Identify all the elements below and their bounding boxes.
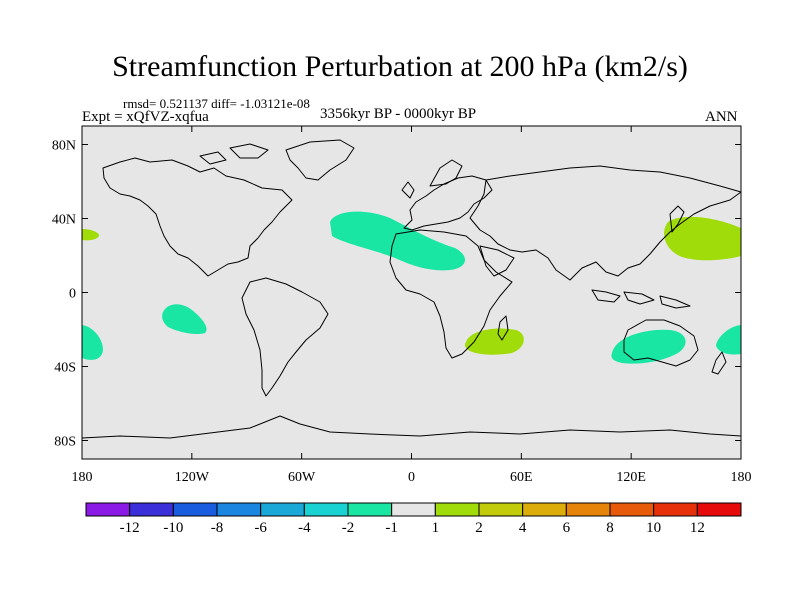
anomaly-east-of-japan (664, 216, 741, 261)
colorbar-level-label: -1 (385, 520, 398, 536)
lon-tick-label: 120E (616, 470, 646, 485)
rmsd-diff-stats: rmsd= 0.521137 diff= -1.03121e-08 (123, 96, 310, 111)
anomaly-madagascar (464, 328, 524, 355)
coastline-arctic-islands (199, 143, 269, 165)
colorbar-swatch (303, 502, 349, 517)
colorbar-swatch (85, 502, 131, 517)
coastline-japan (669, 205, 685, 233)
colorbar-level-label: 12 (690, 520, 705, 536)
colorbar-swatch (522, 502, 567, 517)
coastline-uk (401, 181, 415, 199)
coastline-asia (469, 165, 742, 281)
coastline-north-america (102, 157, 293, 277)
contour-regions (82, 211, 741, 364)
colorbar-level-label: -8 (211, 520, 224, 536)
colorbar-swatch (391, 502, 436, 517)
lat-tick-label: 80N (52, 139, 76, 154)
coastline-australia (623, 319, 699, 367)
experiment-label: Expt = xQfVZ-xqfua (82, 109, 209, 125)
lon-tick-label: 60E (510, 470, 533, 485)
colorbar-swatch (653, 502, 698, 517)
anomaly-north-atlantic-africa (330, 211, 466, 271)
lon-tick-label: 0 (408, 470, 415, 485)
colorbar-swatch (434, 502, 480, 517)
map-background (82, 126, 741, 459)
map-panel: 80N 40N 0 40S 80S 180 120W 60W 0 60E 120E 180 (52, 125, 752, 485)
colorbar-level-label: -6 (254, 520, 267, 536)
coastline-new-zealand (711, 351, 727, 375)
colorbar-level-label: 8 (606, 520, 614, 536)
colorbar-level-label: -2 (342, 520, 355, 536)
lon-tick-label: 180 (72, 470, 93, 485)
lon-tick-label: 120W (175, 470, 210, 485)
coastline-scandinavia (429, 159, 463, 187)
colorbar-swatch (696, 502, 742, 517)
colorbar-swatch (216, 502, 262, 517)
colorbar-swatch (478, 502, 524, 517)
colorbar-level-label: 4 (519, 520, 527, 536)
lat-tick-label: 40S (54, 361, 76, 376)
lat-tick-label: 40N (52, 213, 76, 228)
anomaly-australia (611, 329, 686, 364)
colorbar-level-label: -12 (120, 520, 140, 536)
page-title: Streamfunction Perturbation at 200 hPa (… (112, 50, 688, 83)
colorbar-swatch (129, 502, 174, 517)
colorbar-swatch (609, 502, 655, 517)
anomaly-southeast-pacific (82, 325, 103, 360)
coastline-south-america (241, 277, 329, 397)
season-label: ANN (705, 109, 738, 125)
lat-tick-label: 80S (54, 435, 76, 450)
period-label: 3356kyr BP - 0000kyr BP (320, 106, 477, 122)
anomaly-east-pacific-south (162, 304, 207, 335)
colorbar-level-label: 2 (475, 520, 483, 536)
coastlines (81, 139, 742, 439)
colorbar-swatch (172, 502, 218, 517)
coastline-africa (389, 229, 513, 359)
colorbar-level-label: 6 (563, 520, 571, 536)
coastline-greenland (285, 139, 355, 181)
lon-tick-label: 180 (731, 470, 752, 485)
anomaly-mid-pacific-north (82, 229, 100, 241)
coastline-antarctica (81, 415, 742, 439)
colorbar-level-label: -4 (298, 520, 311, 536)
colorbar-level-label: 10 (646, 520, 661, 536)
coastline-madagascar (497, 315, 509, 341)
colorbar-swatch (260, 502, 305, 517)
coastline-indonesia (591, 289, 691, 309)
colorbar-level-label: 1 (432, 520, 440, 536)
coastline-arabia (479, 245, 515, 277)
anomaly-southwest-pacific (716, 325, 741, 355)
colorbar-level-label: -10 (163, 520, 183, 536)
map-axes: 80N 40N 0 40S 80S 180 120W 60W 0 60E 120E 180 (52, 126, 752, 485)
lat-tick-label: 0 (69, 287, 76, 302)
colorbar-swatch (565, 502, 611, 517)
colorbar: -12 -10 -8 -6 -4 -2 -1 1 2 4 6 8 10 12 (85, 502, 742, 536)
coastline-europe (403, 175, 493, 231)
lon-tick-label: 60W (288, 470, 316, 485)
colorbar-swatch (347, 502, 393, 517)
